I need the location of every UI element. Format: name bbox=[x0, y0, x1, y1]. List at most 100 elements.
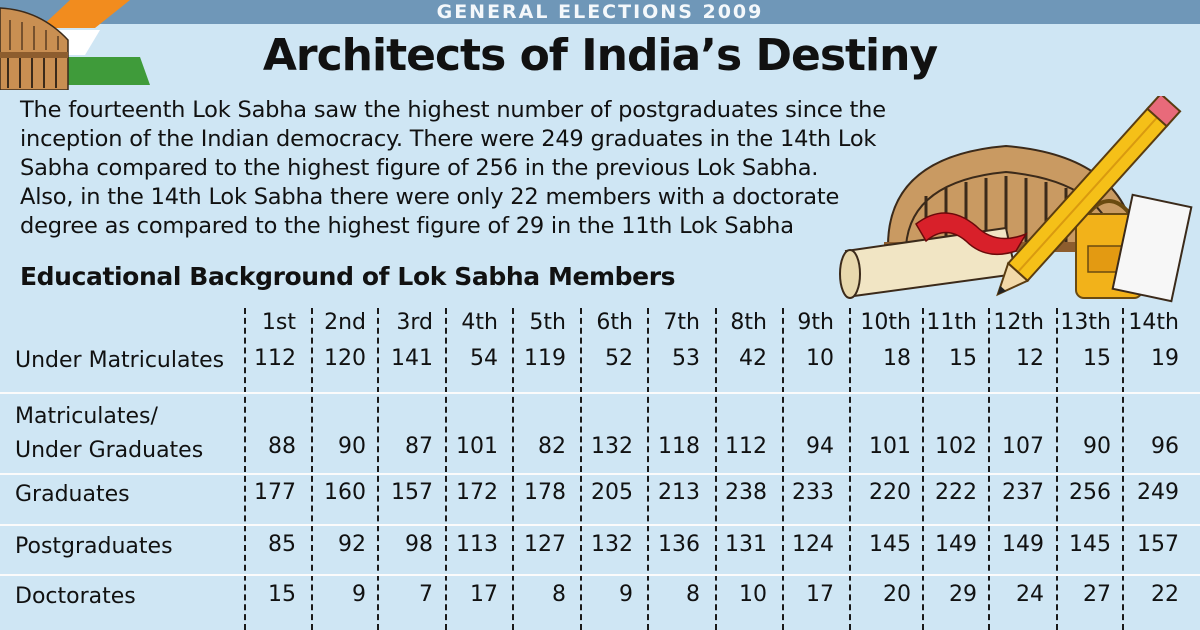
column-divider bbox=[445, 308, 447, 630]
column-header: 3rd bbox=[396, 310, 433, 335]
data-cell: 15 bbox=[1083, 346, 1111, 371]
column-header: 5th bbox=[529, 310, 566, 335]
column-header: 12th bbox=[993, 310, 1044, 335]
column-divider bbox=[1056, 308, 1058, 630]
column-header: 14th bbox=[1128, 310, 1179, 335]
data-cell: 15 bbox=[268, 582, 296, 607]
data-cell: 18 bbox=[883, 346, 911, 371]
data-cell: 149 bbox=[935, 532, 977, 557]
data-cell: 113 bbox=[456, 532, 498, 557]
column-header: 8th bbox=[730, 310, 767, 335]
row-divider bbox=[0, 524, 1200, 526]
intro-line: Also, in the 14th Lok Sabha there were o… bbox=[20, 184, 840, 210]
row-label: Doctorates bbox=[15, 584, 136, 609]
intro-paragraph: The fourteenth Lok Sabha saw the highest… bbox=[20, 96, 980, 241]
row-divider bbox=[0, 574, 1200, 576]
data-cell: 90 bbox=[1083, 434, 1111, 459]
data-cell: 233 bbox=[792, 480, 834, 505]
data-cell: 120 bbox=[324, 346, 366, 371]
data-cell: 160 bbox=[324, 480, 366, 505]
intro-line: The fourteenth Lok Sabha saw the highest… bbox=[20, 97, 886, 123]
data-cell: 53 bbox=[672, 346, 700, 371]
data-cell: 7 bbox=[419, 582, 433, 607]
data-cell: 238 bbox=[725, 480, 767, 505]
data-cell: 94 bbox=[806, 434, 834, 459]
data-cell: 90 bbox=[338, 434, 366, 459]
data-cell: 27 bbox=[1083, 582, 1111, 607]
column-divider bbox=[647, 308, 649, 630]
data-cell: 177 bbox=[254, 480, 296, 505]
column-header: 7th bbox=[663, 310, 700, 335]
data-cell: 85 bbox=[268, 532, 296, 557]
notepad-icon bbox=[1111, 193, 1193, 303]
data-cell: 102 bbox=[935, 434, 977, 459]
data-cell: 237 bbox=[1002, 480, 1044, 505]
data-cell: 82 bbox=[538, 434, 566, 459]
column-divider bbox=[715, 308, 717, 630]
table-title: Educational Background of Lok Sabha Memb… bbox=[20, 262, 676, 291]
data-cell: 98 bbox=[405, 532, 433, 557]
data-cell: 127 bbox=[524, 532, 566, 557]
column-header: 2nd bbox=[324, 310, 366, 335]
banner-bar bbox=[0, 0, 1200, 24]
row-label: Under Matriculates bbox=[15, 348, 225, 373]
row-divider bbox=[0, 473, 1200, 475]
data-cell: 54 bbox=[470, 346, 498, 371]
data-cell: 87 bbox=[405, 434, 433, 459]
data-cell: 112 bbox=[725, 434, 767, 459]
column-divider bbox=[922, 308, 924, 630]
data-cell: 17 bbox=[806, 582, 834, 607]
data-cell: 96 bbox=[1151, 434, 1179, 459]
parliament-pencil-illustration bbox=[839, 96, 1193, 303]
column-header: 4th bbox=[461, 310, 498, 335]
intro-line: Sabha compared to the highest figure of … bbox=[20, 155, 819, 181]
column-header: 1st bbox=[261, 310, 296, 335]
data-cell: 19 bbox=[1151, 346, 1179, 371]
page-title: Architects of India’s Destiny bbox=[262, 30, 938, 81]
data-cell: 107 bbox=[1002, 434, 1044, 459]
data-cell: 101 bbox=[869, 434, 911, 459]
data-cell: 222 bbox=[935, 480, 977, 505]
data-cell: 52 bbox=[605, 346, 633, 371]
data-cell: 29 bbox=[949, 582, 977, 607]
data-cell: 145 bbox=[1069, 532, 1111, 557]
data-cell: 249 bbox=[1137, 480, 1179, 505]
column-header: 13th bbox=[1060, 310, 1111, 335]
data-cell: 112 bbox=[254, 346, 296, 371]
pencil-icon bbox=[996, 96, 1182, 297]
data-cell: 157 bbox=[1137, 532, 1179, 557]
data-cell: 22 bbox=[1151, 582, 1179, 607]
data-cell: 92 bbox=[338, 532, 366, 557]
data-cell: 256 bbox=[1069, 480, 1111, 505]
data-cell: 124 bbox=[792, 532, 834, 557]
data-cell: 131 bbox=[725, 532, 767, 557]
column-header: 6th bbox=[596, 310, 633, 335]
data-cell: 20 bbox=[883, 582, 911, 607]
data-cell: 9 bbox=[619, 582, 633, 607]
data-cell: 205 bbox=[591, 480, 633, 505]
data-cell: 132 bbox=[591, 434, 633, 459]
data-cell: 8 bbox=[552, 582, 566, 607]
data-cell: 213 bbox=[658, 480, 700, 505]
column-divider bbox=[580, 308, 582, 630]
data-cell: 88 bbox=[268, 434, 296, 459]
data-cell: 118 bbox=[658, 434, 700, 459]
data-cell: 12 bbox=[1016, 346, 1044, 371]
ribbon-icon bbox=[915, 212, 1028, 256]
column-divider bbox=[244, 308, 246, 630]
data-cell: 141 bbox=[391, 346, 433, 371]
data-cell: 24 bbox=[1016, 582, 1044, 607]
column-divider bbox=[311, 308, 313, 630]
data-cell: 15 bbox=[949, 346, 977, 371]
data-cell: 8 bbox=[686, 582, 700, 607]
data-cell: 119 bbox=[524, 346, 566, 371]
row-label: Postgraduates bbox=[15, 534, 173, 559]
intro-line: degree as compared to the highest figure… bbox=[20, 213, 794, 239]
parliament-flag-icon bbox=[0, 0, 150, 90]
column-divider bbox=[512, 308, 514, 630]
data-cell: 9 bbox=[352, 582, 366, 607]
data-cell: 101 bbox=[456, 434, 498, 459]
row-divider bbox=[0, 392, 1200, 394]
banner-heading: GENERAL ELECTIONS 2009 bbox=[436, 1, 764, 23]
